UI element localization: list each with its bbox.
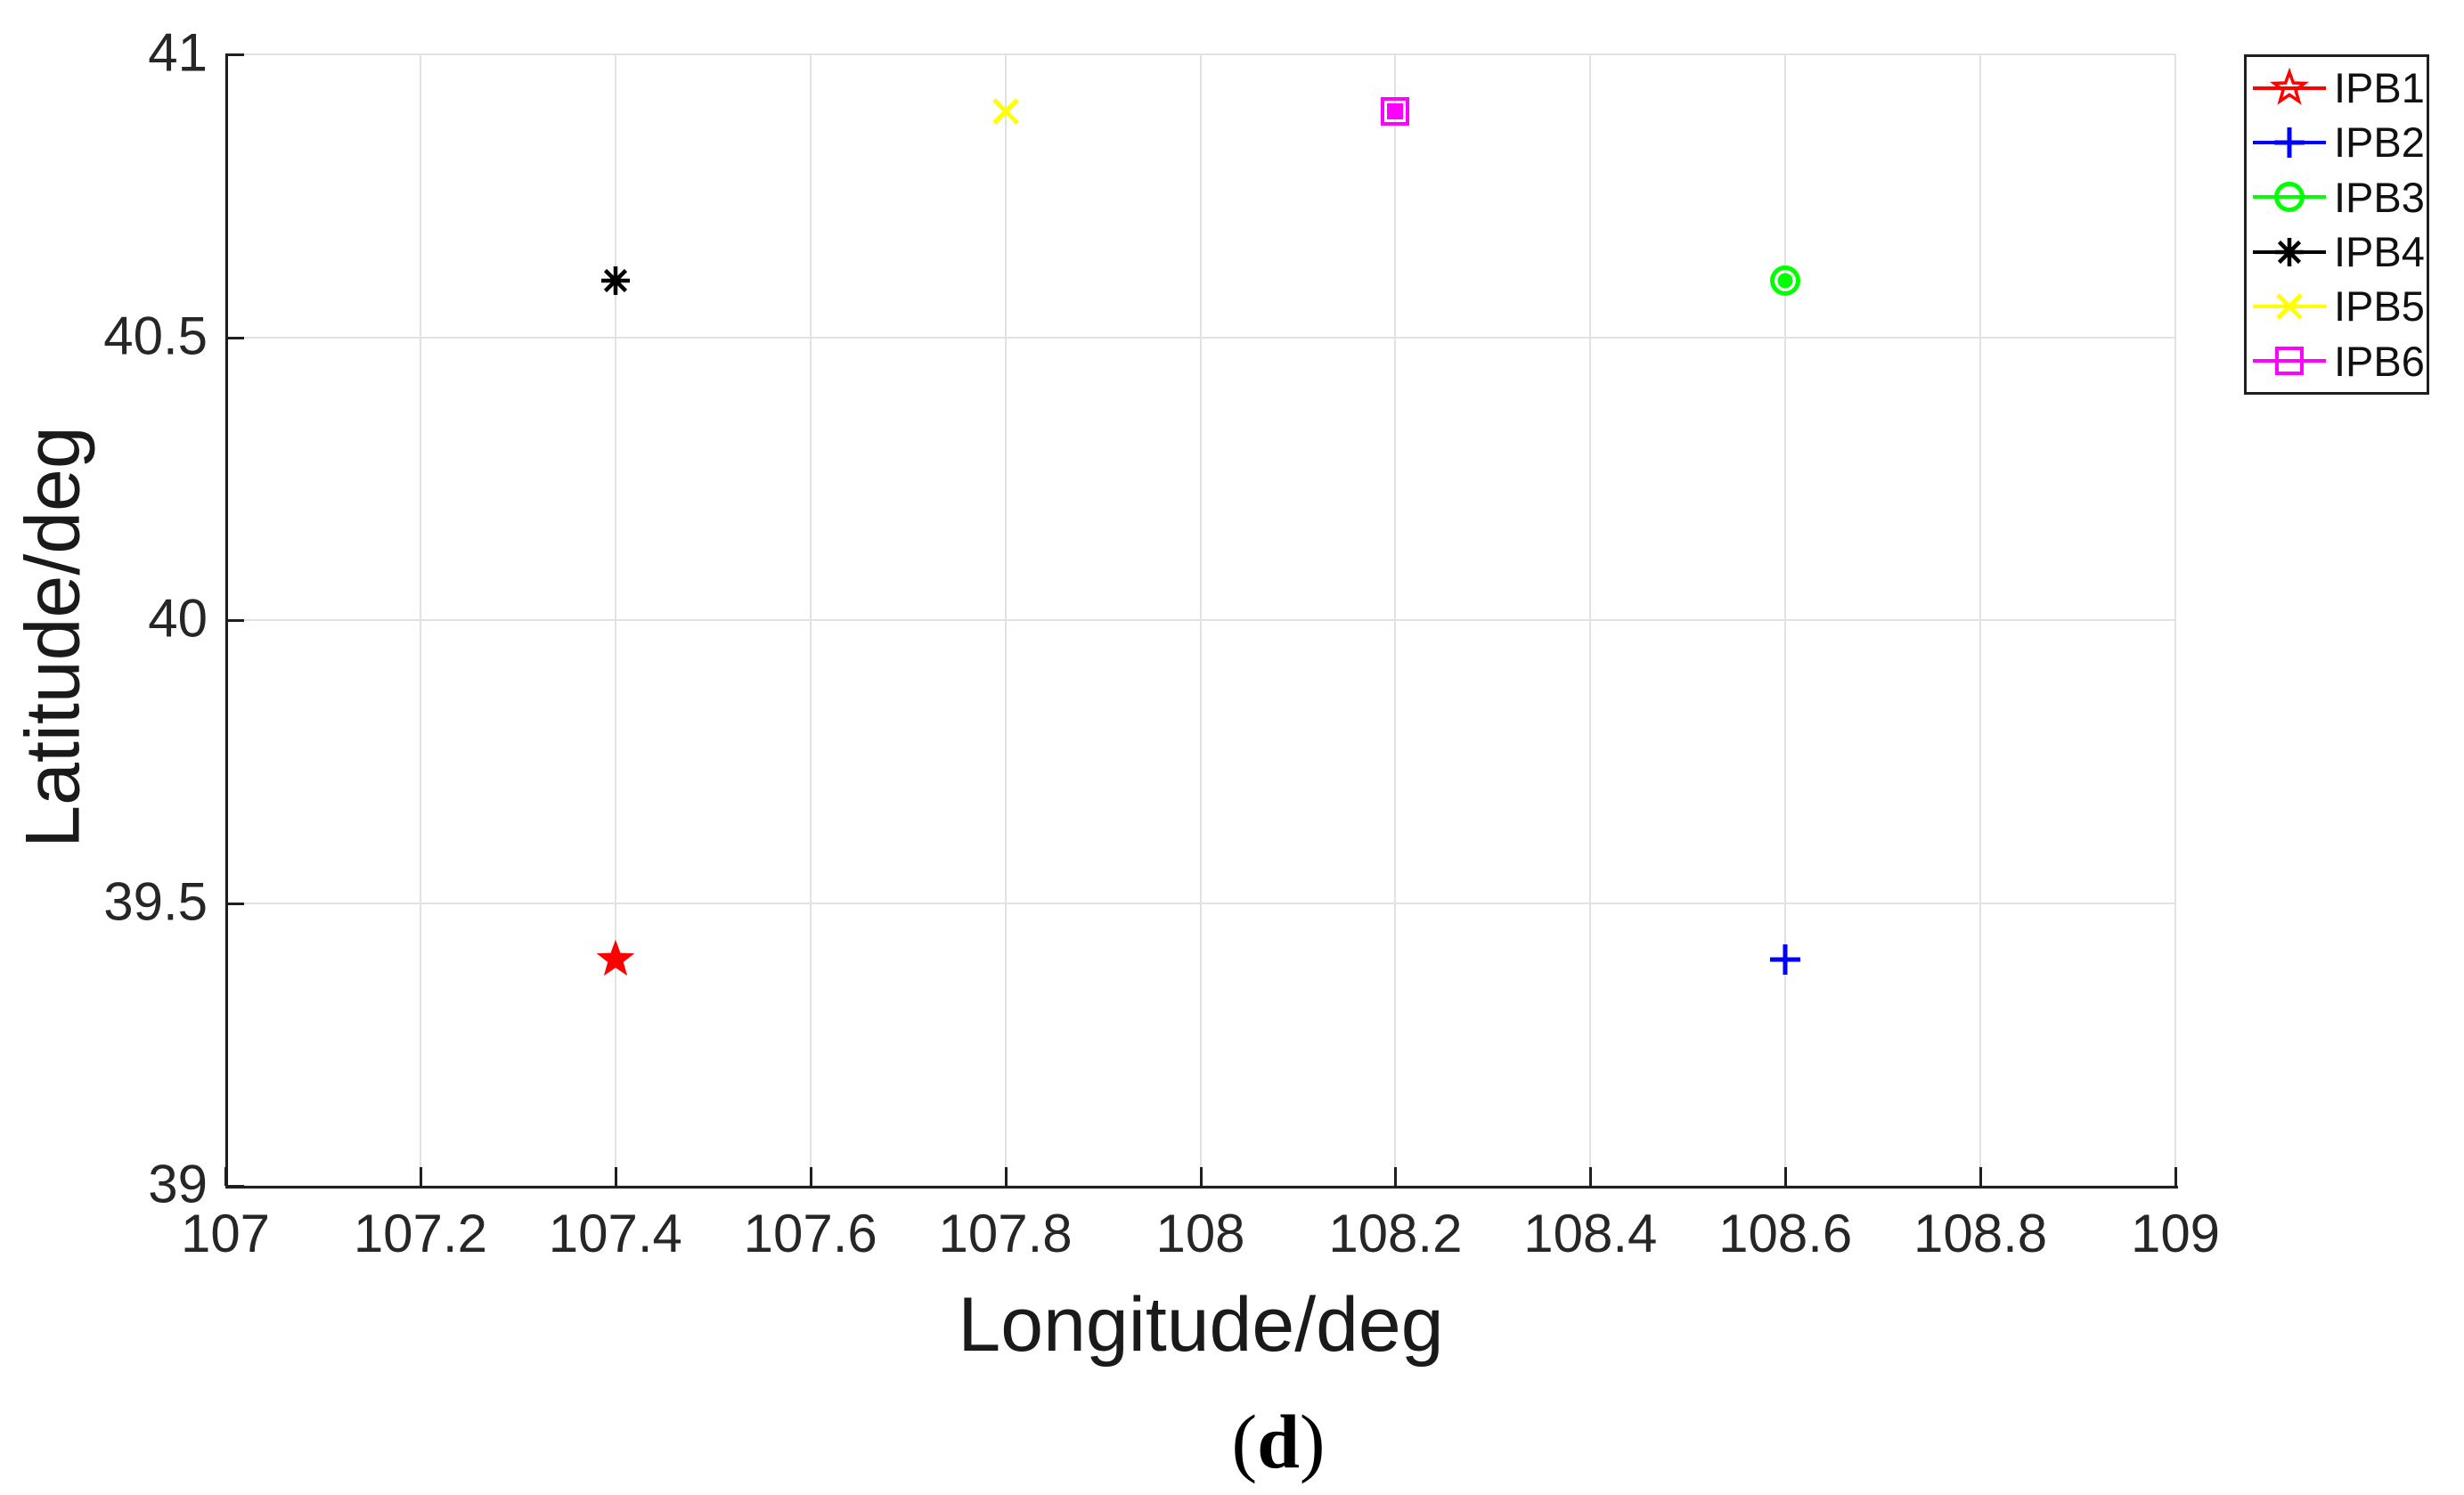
y-tick-mark (225, 1185, 244, 1188)
x-tick-mark (614, 1167, 617, 1186)
y-tick-mark (225, 619, 244, 622)
legend-label: IPB6 (2334, 337, 2425, 385)
legend-pentagram-open-icon (2253, 67, 2326, 105)
legend-x-icon (2253, 293, 2326, 320)
legend-circle-open-icon (2253, 182, 2326, 213)
x-tick-mark (1979, 1167, 1983, 1186)
y-tick-mark (225, 336, 244, 339)
x-axis-line (225, 1186, 2178, 1189)
data-point-ipb6-square-dot-marker (1381, 96, 1410, 126)
x-tick-label: 107.6 (743, 1204, 877, 1263)
legend-entry-ipb6: IPB6 (2247, 334, 2427, 388)
legend-box: IPB1 IPB2 IPB3 IPB4 IPB5 IPB6 (2244, 54, 2429, 395)
legend-entry-ipb1: IPB1 (2247, 61, 2427, 115)
gridline-horizontal (225, 902, 2175, 904)
legend-plus-icon (2253, 127, 2326, 158)
y-tick-mark (225, 902, 244, 905)
legend-entry-ipb4: IPB4 (2247, 225, 2427, 279)
gridline-vertical (2174, 54, 2176, 1186)
x-tick-mark (419, 1167, 422, 1186)
legend-asterisk-icon (2253, 237, 2326, 266)
legend-label: IPB5 (2334, 282, 2425, 331)
y-tick-label: 40.5 (103, 306, 208, 366)
legend-square-open-icon (2253, 347, 2326, 376)
x-tick-label: 108.8 (1913, 1204, 2048, 1263)
x-tick-mark (1589, 1167, 1593, 1186)
plot-area (224, 53, 2176, 1187)
caption-open-paren: ( (1231, 1399, 1258, 1484)
data-point-ipb1-pentagram-filled-marker (596, 939, 635, 976)
x-tick-label: 107.4 (548, 1204, 682, 1263)
y-tick-label: 41 (148, 22, 208, 83)
data-point-ipb2-plus-marker (1770, 944, 1801, 975)
legend-entry-ipb5: IPB5 (2247, 280, 2427, 333)
caption-letter: d (1257, 1399, 1300, 1484)
y-tick-label: 39 (148, 1154, 208, 1214)
y-tick-label: 39.5 (103, 871, 208, 932)
y-tick-label: 40 (148, 588, 208, 649)
x-tick-mark (1784, 1167, 1788, 1186)
x-tick-mark (1004, 1167, 1008, 1186)
caption-close-paren: ) (1299, 1399, 1326, 1484)
figure-caption: (d) (1231, 1397, 1325, 1486)
y-axis-label: Latitude/deg (10, 426, 96, 848)
gridline-horizontal (225, 336, 2175, 339)
legend-label: IPB3 (2334, 173, 2425, 221)
x-tick-mark (1199, 1167, 1203, 1186)
x-tick-label: 107 (180, 1204, 271, 1263)
x-tick-label: 107.8 (938, 1204, 1073, 1263)
x-axis-label: Longitude/deg (958, 1282, 1444, 1368)
x-tick-label: 109 (2130, 1204, 2221, 1263)
gridline-horizontal (225, 53, 2175, 55)
data-point-ipb5-x-marker (991, 97, 1019, 125)
legend-label: IPB2 (2334, 118, 2425, 167)
x-tick-label: 108.2 (1328, 1204, 1463, 1263)
gridline-horizontal (225, 619, 2175, 621)
legend-label: IPB4 (2334, 228, 2425, 276)
x-tick-label: 108 (1155, 1204, 1245, 1263)
data-point-ipb3-circle-dot-marker (1770, 266, 1801, 296)
data-point-ipb4-asterisk-marker (600, 266, 630, 295)
x-tick-label: 108.6 (1718, 1204, 1853, 1263)
legend-entry-ipb3: IPB3 (2247, 170, 2427, 224)
x-tick-mark (224, 1167, 227, 1186)
y-tick-mark (225, 53, 244, 56)
x-tick-mark (2174, 1167, 2177, 1186)
x-tick-label: 107.2 (353, 1204, 487, 1263)
legend-entry-ipb2: IPB2 (2247, 116, 2427, 169)
x-tick-label: 108.4 (1523, 1204, 1658, 1263)
x-tick-mark (1394, 1167, 1398, 1186)
x-tick-mark (809, 1167, 812, 1186)
legend-label: IPB1 (2334, 64, 2425, 112)
